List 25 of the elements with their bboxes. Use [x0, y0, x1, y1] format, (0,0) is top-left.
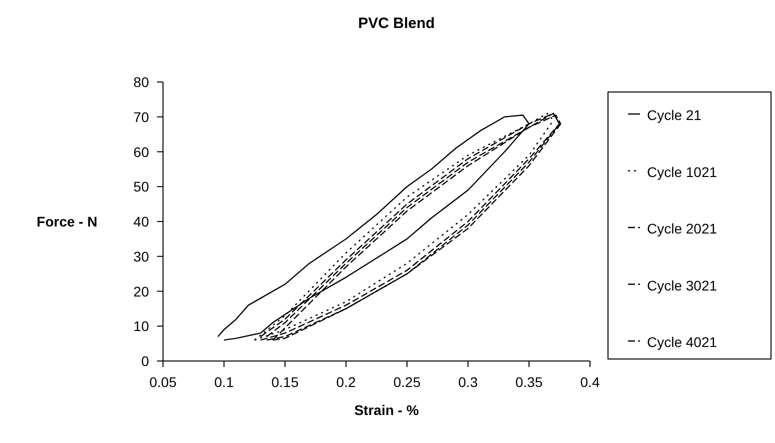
x-tick-label: 0.15 — [271, 374, 299, 390]
legend-label: Cycle 21 — [647, 107, 702, 123]
x-tick-label: 0.35 — [515, 374, 543, 390]
y-tick-label: 50 — [133, 178, 150, 195]
y-tick-label: 30 — [133, 248, 150, 264]
x-tick-label: 0.05 — [149, 374, 177, 390]
x-axis-title: Strain - % — [354, 402, 420, 418]
y-tick-label: 80 — [133, 74, 150, 90]
y-tick-label: 40 — [133, 214, 150, 230]
x-tick-label: 0.3 — [458, 374, 478, 390]
y-tick-label: 10 — [133, 318, 150, 334]
legend-label: Cycle 2021 — [647, 220, 718, 236]
x-tick-label: 0.2 — [336, 374, 356, 390]
y-tick-label: 0 — [141, 353, 150, 369]
x-tick-label: 0.1 — [214, 374, 234, 390]
y-tick-label: 60 — [133, 144, 150, 160]
y-tick-label: 70 — [133, 108, 150, 125]
legend-label: Cycle 1021 — [647, 164, 718, 180]
legend-label: Cycle 3021 — [647, 277, 718, 294]
x-tick-label: 0.25 — [393, 374, 421, 390]
y-axis-title: Force - N — [36, 214, 98, 230]
y-tick-label: 20 — [133, 283, 150, 300]
chart-title: PVC Blend — [358, 15, 435, 32]
x-tick-label: 0.4 — [580, 374, 600, 390]
legend-label: Cycle 4021 — [647, 334, 718, 350]
